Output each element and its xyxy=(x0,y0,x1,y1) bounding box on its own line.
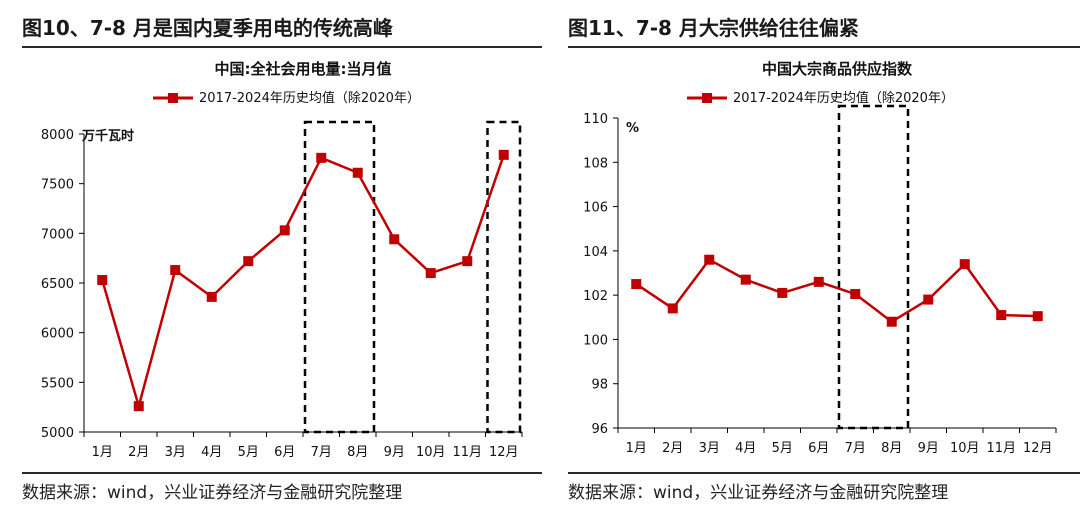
y-tick-label: 96 xyxy=(591,422,608,437)
data-point xyxy=(1032,311,1043,322)
title-rule xyxy=(568,46,1080,48)
data-point xyxy=(425,268,436,279)
data-point xyxy=(959,259,970,270)
data-point xyxy=(352,167,363,178)
data-point xyxy=(996,310,1007,321)
x-tick-label: 9月 xyxy=(918,441,939,456)
y-tick-label: 6500 xyxy=(41,277,74,292)
data-point xyxy=(97,275,108,286)
highlight-box xyxy=(486,120,522,434)
x-tick-label: 5月 xyxy=(772,441,793,456)
data-point xyxy=(740,274,751,285)
x-tick-label: 9月 xyxy=(384,445,405,460)
chart-title: 中国大宗商品供应指数 xyxy=(762,60,913,78)
data-point xyxy=(813,276,824,287)
source-note: 数据来源：wind，兴业证券经济与金融研究院整理 xyxy=(22,483,403,503)
data-point xyxy=(886,316,897,327)
data-point xyxy=(850,289,861,300)
commodity-supply-line-chart: 中国大宗商品供应指数 2017-2024年历史均值（除2020年） 96 98 100 1… xyxy=(583,60,1057,456)
x-tick-label: 10月 xyxy=(416,445,446,460)
x-tick-label: 5月 xyxy=(238,445,259,460)
data-point xyxy=(704,254,715,265)
title-rule xyxy=(22,46,542,48)
unit-label: 万千瓦时 xyxy=(81,128,134,144)
x-tick-label: 3月 xyxy=(699,441,720,456)
source-rule xyxy=(568,472,1080,474)
series-line xyxy=(635,258,1038,323)
x-tick-label: 6月 xyxy=(274,445,295,460)
y-tick-label: 110 xyxy=(583,112,608,127)
x-tick-label: 11月 xyxy=(452,445,482,460)
y-tick-label: 6000 xyxy=(41,327,74,342)
x-tick-label: 2月 xyxy=(128,445,149,460)
legend-label: 2017-2024年历史均值（除2020年） xyxy=(199,90,420,106)
data-point xyxy=(667,303,678,314)
x-tick-label: 8月 xyxy=(881,441,902,456)
data-point xyxy=(206,291,217,302)
y-tick-label: 98 xyxy=(591,378,608,393)
x-tick-label: 1月 xyxy=(626,441,647,456)
figure-title: 图10、7-8 月是国内夏季用电的传统高峰 xyxy=(22,16,393,40)
x-tick-label: 12月 xyxy=(489,445,519,460)
data-point xyxy=(498,149,509,160)
chart-title: 中国:全社会用电量:当月值 xyxy=(215,60,392,78)
y-tick-label: 7000 xyxy=(41,227,74,242)
x-tick-label: 3月 xyxy=(165,445,186,460)
x-tick-label: 10月 xyxy=(950,441,980,456)
source-note: 数据来源：wind，兴业证券经济与金融研究院整理 xyxy=(568,483,949,503)
data-point xyxy=(923,294,934,305)
x-tick-label: 11月 xyxy=(986,441,1016,456)
y-tick-label: 8000 xyxy=(41,128,74,143)
data-point xyxy=(243,256,254,267)
highlight-box xyxy=(837,104,910,430)
x-tick-label: 4月 xyxy=(201,445,222,460)
data-point xyxy=(279,225,290,236)
unit-label: % xyxy=(626,121,639,136)
y-tick-label: 7500 xyxy=(41,178,74,193)
data-point xyxy=(462,256,473,267)
electricity-line-chart: 中国:全社会用电量:当月值 2017-2024年历史均值（除2020年） 5000 5… xyxy=(41,60,523,460)
x-tick-label: 7月 xyxy=(311,445,332,460)
figure-title: 图11、7-8 月大宗供给往往偏紧 xyxy=(568,16,859,40)
y-tick-label: 5500 xyxy=(41,376,74,391)
legend-marker xyxy=(702,93,712,103)
data-point xyxy=(170,265,181,276)
x-tick-label: 8月 xyxy=(347,445,368,460)
data-point xyxy=(389,234,400,245)
data-point xyxy=(133,401,144,412)
figure-10-panel: 图10、7-8 月是国内夏季用电的传统高峰 中国:全社会用电量:当月值 2017-… xyxy=(22,0,542,510)
data-point xyxy=(316,152,327,163)
y-tick-label: 5000 xyxy=(41,426,74,441)
x-tick-label: 7月 xyxy=(845,441,866,456)
data-point xyxy=(631,279,642,290)
legend-marker xyxy=(168,93,178,103)
y-tick-label: 106 xyxy=(583,201,608,216)
y-tick-label: 102 xyxy=(583,289,608,304)
source-rule xyxy=(22,472,542,474)
data-point xyxy=(777,287,788,298)
x-tick-label: 2月 xyxy=(662,441,683,456)
series-line xyxy=(101,154,505,408)
legend-label: 2017-2024年历史均值（除2020年） xyxy=(733,90,954,106)
figure-11-panel: 图11、7-8 月大宗供给往往偏紧 中国大宗商品供应指数 2017-2024年历史… xyxy=(568,0,1080,510)
highlight-box xyxy=(303,120,376,434)
x-tick-label: 12月 xyxy=(1023,441,1053,456)
y-tick-label: 100 xyxy=(583,333,608,348)
y-tick-label: 104 xyxy=(583,245,608,260)
x-tick-label: 6月 xyxy=(808,441,829,456)
x-tick-label: 1月 xyxy=(92,445,113,460)
y-tick-label: 108 xyxy=(583,156,608,171)
x-tick-label: 4月 xyxy=(735,441,756,456)
